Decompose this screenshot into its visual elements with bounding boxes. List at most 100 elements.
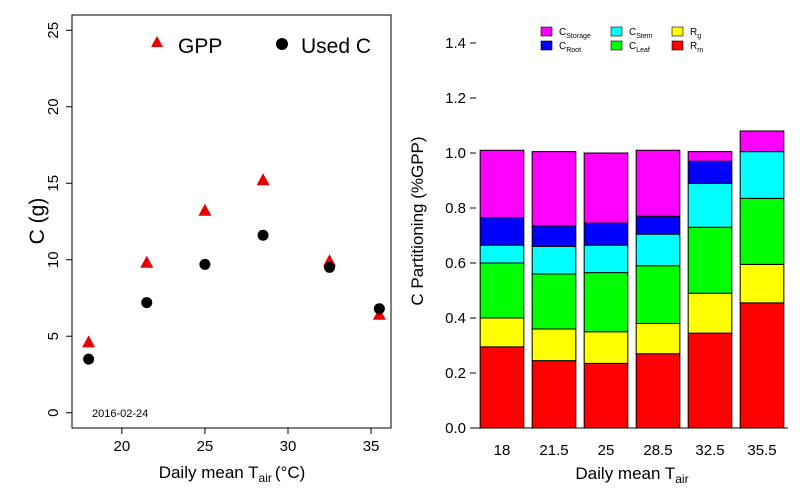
bar-y-tick-label: 1.4 xyxy=(445,35,466,52)
bar-segment-cleaf xyxy=(531,273,577,330)
bar-y-tick-label: 0.8 xyxy=(445,200,466,217)
bar-segment-cstorage xyxy=(479,149,525,219)
bar-segment-cstem xyxy=(635,233,681,267)
gpp-point xyxy=(82,335,96,348)
scatter-x-tick-label: 30 xyxy=(280,438,297,455)
bar-segment-rg xyxy=(479,317,525,348)
legend-label: CStem xyxy=(629,27,653,40)
legend-label: CStorage xyxy=(559,27,591,40)
legend-marker-used-c xyxy=(276,38,288,50)
gpp-point xyxy=(140,255,154,268)
bar-segment-cstorage xyxy=(583,152,629,224)
bar-x-axis-label: Daily mean Tair xyxy=(575,464,688,486)
scatter-y-tick-label: 10 xyxy=(45,251,62,268)
used-c-point xyxy=(257,229,269,241)
bar-segment-croot xyxy=(531,225,577,247)
bar-stacks xyxy=(479,130,785,429)
bar-segment-cstem xyxy=(583,244,629,274)
bar-segment-rm xyxy=(531,360,577,429)
bar-segment-cstorage xyxy=(531,151,577,227)
bar-segment-rm xyxy=(479,346,525,429)
bar-segment-cstorage xyxy=(739,130,785,153)
bar-segment-cstem xyxy=(687,182,733,228)
bar-x-tick-label: 21.5 xyxy=(539,442,568,459)
gpp-point xyxy=(198,203,212,216)
scatter-x-axis-label: Daily mean Tair (°C) xyxy=(159,463,306,485)
bar-x-axis: 18 21.5 25 28.5 32.5 35.5 xyxy=(494,442,777,459)
gpp-point xyxy=(256,173,270,186)
bar-segment-cstem xyxy=(531,246,577,275)
scatter-x-tick-label: 25 xyxy=(197,438,214,455)
bar-segment-rm xyxy=(687,332,733,429)
bar-segment-cleaf xyxy=(583,272,629,333)
scatter-x-tick-label: 20 xyxy=(114,438,131,455)
bar-segment-croot xyxy=(583,222,629,246)
scatter-chart: 20 25 30 35 0 5 10 15 20 25 2016-02-24 GPP Used … xyxy=(26,14,392,485)
bar-x-tick-label: 35.5 xyxy=(747,442,776,459)
legend-swatch-croot xyxy=(540,40,553,51)
legend-label-used-c: Used C xyxy=(301,35,371,58)
bar-y-axis: 0.0 0.2 0.4 0.6 0.8 1.0 1.2 1.4 xyxy=(445,35,476,437)
legend-label-gpp: GPP xyxy=(178,35,222,58)
bar-segment-cleaf xyxy=(687,226,733,294)
bar-y-axis-label: C Partitioning (%GPP) xyxy=(408,136,427,305)
bar-segment-cleaf xyxy=(739,197,785,265)
bar-y-tick-label: 0.0 xyxy=(445,420,466,437)
legend-label: CLeaf xyxy=(629,41,650,54)
bar-x-tick-label: 32.5 xyxy=(695,442,724,459)
bar-segment-cleaf xyxy=(479,262,525,319)
scatter-y-tick-label: 0 xyxy=(45,409,62,417)
legend-label: CRoot xyxy=(559,41,581,54)
legend-swatch-rg xyxy=(671,26,684,37)
scatter-y-axis: 0 5 10 15 20 25 xyxy=(45,22,72,417)
bar-segment-rm xyxy=(583,362,629,429)
legend-label: Rg xyxy=(690,27,701,40)
bar-segment-croot xyxy=(687,160,733,184)
used-c-point xyxy=(324,261,336,273)
bar-segment-cleaf xyxy=(635,265,681,324)
bar-y-tick-label: 0.2 xyxy=(445,365,466,382)
scatter-points xyxy=(82,173,386,365)
bar-segment-rg xyxy=(635,323,681,355)
bar-segment-cstem xyxy=(479,244,525,264)
bar-y-tick-label: 1.2 xyxy=(445,90,466,107)
bar-x-tick-label: 18 xyxy=(494,442,511,459)
scatter-y-tick-label: 15 xyxy=(45,175,62,192)
bar-y-tick-label: 0.6 xyxy=(445,255,466,272)
bar-y-tick-label: 0.4 xyxy=(445,310,466,327)
bar-x-tick-label: 25 xyxy=(598,442,615,459)
legend-marker-gpp xyxy=(151,36,163,47)
bar-segment-rg xyxy=(687,292,733,334)
legend-swatch-rm xyxy=(671,40,684,51)
bar-segment-croot xyxy=(479,217,525,246)
bar-segment-rm xyxy=(739,302,785,429)
bar-segment-cstorage xyxy=(635,149,681,217)
legend-label: Rm xyxy=(690,41,703,54)
bar-segment-rg xyxy=(531,328,577,362)
scatter-legend: GPP Used C xyxy=(151,35,371,58)
bar-segment-rm xyxy=(635,353,681,429)
bar-segment-cstem xyxy=(739,151,785,199)
scatter-y-axis-label: C (g) xyxy=(26,198,49,245)
bar-segment-cstorage xyxy=(687,151,733,162)
used-c-point xyxy=(141,297,153,309)
scatter-y-tick-label: 20 xyxy=(45,98,62,115)
legend-swatch-cleaf xyxy=(610,40,623,51)
used-c-point xyxy=(83,353,95,365)
scatter-x-axis: 20 25 30 35 xyxy=(114,428,380,455)
bar-segment-rg xyxy=(583,331,629,364)
date-annotation: 2016-02-24 xyxy=(92,408,148,420)
bar-y-tick-label: 1.0 xyxy=(445,145,466,162)
scatter-x-tick-label: 35 xyxy=(363,438,380,455)
bar-segment-croot xyxy=(635,215,681,235)
scatter-y-tick-label: 25 xyxy=(45,22,62,39)
used-c-point xyxy=(199,258,211,270)
legend-swatch-cstem xyxy=(610,26,623,37)
scatter-y-tick-label: 5 xyxy=(45,332,62,340)
bar-segment-rg xyxy=(739,263,785,304)
bar-x-tick-label: 28.5 xyxy=(643,442,672,459)
scatter-plot-frame xyxy=(71,14,392,429)
